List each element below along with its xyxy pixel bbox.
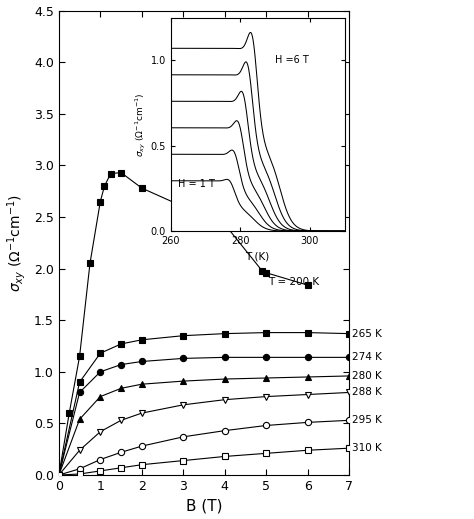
Text: 274 K: 274 K — [352, 352, 382, 362]
Text: 310 K: 310 K — [352, 443, 382, 453]
Text: 280 K: 280 K — [352, 371, 382, 381]
X-axis label: B (T): B (T) — [186, 498, 222, 513]
Text: T = 200 K: T = 200 K — [268, 277, 319, 287]
Text: 265 K: 265 K — [352, 329, 382, 338]
Text: 288 K: 288 K — [352, 388, 382, 398]
Y-axis label: $\sigma_{xy}$ ($\Omega^{-1}$cm$^{-1}$): $\sigma_{xy}$ ($\Omega^{-1}$cm$^{-1}$) — [6, 194, 28, 292]
Text: 295 K: 295 K — [352, 415, 382, 426]
